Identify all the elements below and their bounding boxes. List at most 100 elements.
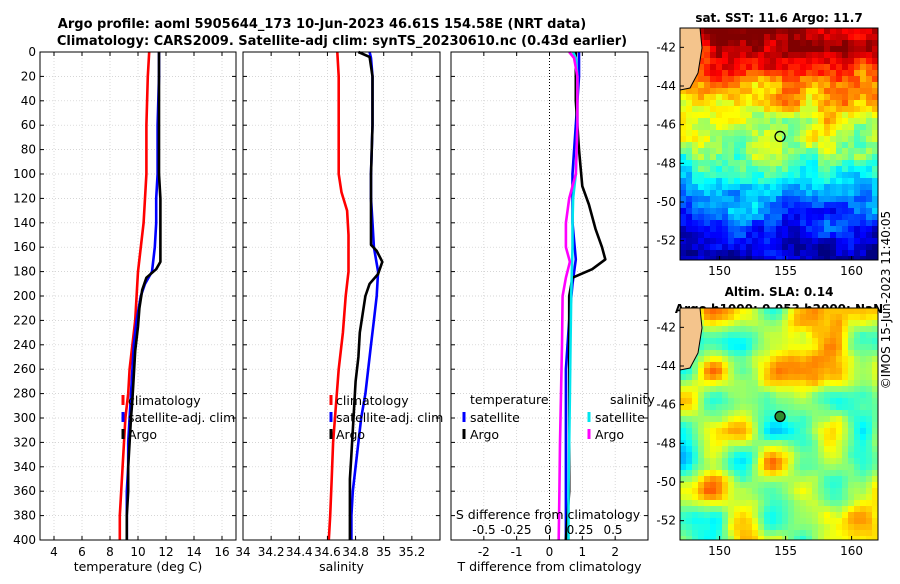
heatmap-cell <box>752 506 759 513</box>
heatmap-cell <box>854 440 861 447</box>
heatmap-cell <box>812 226 819 233</box>
y-tick-label: 360 <box>13 484 36 498</box>
heatmap-cell <box>752 172 759 179</box>
heatmap-cell <box>782 344 789 351</box>
heatmap-cell <box>866 244 873 251</box>
heatmap-cell <box>794 58 801 65</box>
heatmap-cell <box>818 356 825 363</box>
heatmap-cell <box>800 142 807 149</box>
heatmap-cell <box>818 46 825 53</box>
heatmap-cell <box>812 536 819 540</box>
heatmap-cell <box>788 112 795 119</box>
heatmap-cell <box>854 88 861 95</box>
heatmap-cell <box>830 524 837 531</box>
heatmap-cell <box>866 250 873 257</box>
heatmap-cell <box>776 64 783 71</box>
heatmap-cell <box>776 112 783 119</box>
heatmap-cell <box>752 536 759 540</box>
heatmap-cell <box>704 82 711 89</box>
heatmap-cell <box>752 94 759 101</box>
heatmap-cell <box>734 326 741 333</box>
heatmap-cell <box>716 160 723 167</box>
heatmap-cell <box>824 256 831 260</box>
heatmap-cell <box>818 124 825 131</box>
heatmap-cell <box>800 88 807 95</box>
heatmap-cell <box>836 446 843 453</box>
heatmap-cell <box>758 238 765 245</box>
heatmap-cell <box>716 112 723 119</box>
heatmap-cell <box>782 46 789 53</box>
heatmap-cell <box>692 530 699 537</box>
heatmap-cell <box>830 368 837 375</box>
legend-label: satellite <box>595 410 645 425</box>
heatmap-cell <box>824 338 831 345</box>
heatmap-cell <box>788 142 795 149</box>
heatmap-cell <box>722 220 729 227</box>
heatmap-cell <box>692 94 699 101</box>
heatmap-cell <box>716 344 723 351</box>
heatmap-cell <box>758 28 765 35</box>
heatmap-cell <box>746 94 753 101</box>
heatmap-cell <box>728 440 735 447</box>
heatmap-cell <box>764 410 771 417</box>
heatmap-cell <box>866 308 873 315</box>
heatmap-cell <box>752 58 759 65</box>
heatmap-cell <box>794 166 801 173</box>
heatmap-cell <box>836 488 843 495</box>
heatmap-cell <box>698 28 705 35</box>
heatmap-cell <box>866 208 873 215</box>
heatmap-cell <box>806 58 813 65</box>
heatmap-cell <box>782 226 789 233</box>
heatmap-cell <box>824 238 831 245</box>
heatmap-cell <box>830 332 837 339</box>
heatmap-cell <box>734 380 741 387</box>
heatmap-cell <box>716 208 723 215</box>
heatmap-cell <box>776 470 783 477</box>
heatmap-cell <box>704 422 711 429</box>
heatmap-cell <box>872 416 878 423</box>
heatmap-cell <box>836 338 843 345</box>
heatmap-cell <box>752 100 759 107</box>
heatmap-cell <box>776 232 783 239</box>
heatmap-cell <box>716 244 723 251</box>
heatmap-cell <box>770 106 777 113</box>
heatmap-cell <box>740 220 747 227</box>
x-tick-label: 34.4 <box>286 545 313 559</box>
heatmap-cell <box>716 530 723 537</box>
heatmap-cell <box>824 440 831 447</box>
heatmap-cell <box>854 458 861 465</box>
heatmap-cell <box>728 142 735 149</box>
heatmap-cell <box>848 190 855 197</box>
heatmap-cell <box>692 166 699 173</box>
heatmap-cell <box>848 250 855 257</box>
heatmap-cell <box>818 482 825 489</box>
heatmap-cell <box>722 160 729 167</box>
y-tick-label: 380 <box>13 509 36 523</box>
heatmap-cell <box>824 386 831 393</box>
heatmap-cell <box>818 464 825 471</box>
heatmap-cell <box>680 256 687 260</box>
heatmap-cell <box>842 452 849 459</box>
heatmap-cell <box>722 410 729 417</box>
heatmap-cell <box>860 344 867 351</box>
heatmap-cell <box>728 40 735 47</box>
heatmap-cell <box>722 118 729 125</box>
heatmap-cell <box>704 100 711 107</box>
heatmap-cell <box>710 458 717 465</box>
heatmap-cell <box>710 142 717 149</box>
heatmap-cell <box>710 488 717 495</box>
heatmap-cell <box>794 332 801 339</box>
heatmap-cell <box>710 148 717 155</box>
heatmap-cell <box>722 46 729 53</box>
heatmap-cell <box>740 434 747 441</box>
heatmap-cell <box>812 112 819 119</box>
heatmap-cell <box>812 256 819 260</box>
heatmap-cell <box>716 446 723 453</box>
heatmap-cell <box>860 94 867 101</box>
heatmap-cell <box>818 404 825 411</box>
heatmap-cell <box>758 434 765 441</box>
heatmap-cell <box>830 28 837 35</box>
heatmap-cell <box>818 190 825 197</box>
heatmap-cell <box>704 476 711 483</box>
argo-position-marker <box>774 410 786 423</box>
